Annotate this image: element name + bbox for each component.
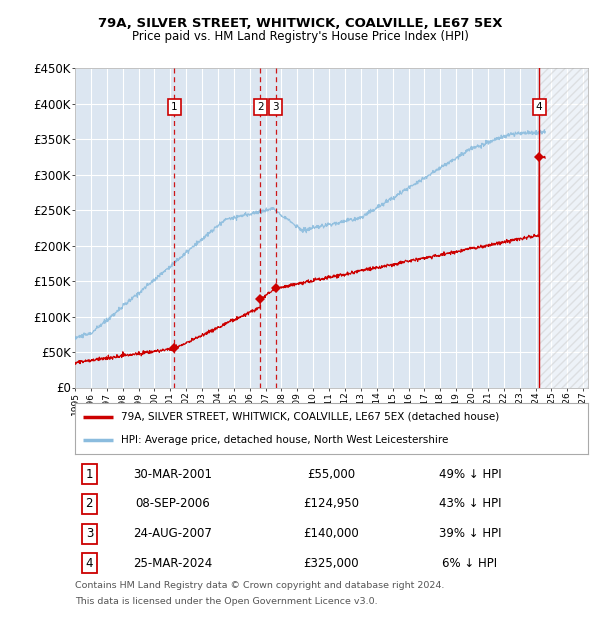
Text: 39% ↓ HPI: 39% ↓ HPI xyxy=(439,527,501,540)
Text: 3: 3 xyxy=(86,527,93,540)
Text: 08-SEP-2006: 08-SEP-2006 xyxy=(135,497,210,510)
Text: £124,950: £124,950 xyxy=(304,497,359,510)
Text: £140,000: £140,000 xyxy=(304,527,359,540)
Text: Price paid vs. HM Land Registry's House Price Index (HPI): Price paid vs. HM Land Registry's House … xyxy=(131,30,469,43)
Text: 43% ↓ HPI: 43% ↓ HPI xyxy=(439,497,501,510)
Text: 4: 4 xyxy=(86,557,93,570)
Text: Contains HM Land Registry data © Crown copyright and database right 2024.: Contains HM Land Registry data © Crown c… xyxy=(75,581,445,590)
Text: 4: 4 xyxy=(536,102,542,112)
Text: 1: 1 xyxy=(171,102,178,112)
Text: £55,000: £55,000 xyxy=(307,467,356,481)
Text: £325,000: £325,000 xyxy=(304,557,359,570)
Text: 3: 3 xyxy=(272,102,279,112)
Text: HPI: Average price, detached house, North West Leicestershire: HPI: Average price, detached house, Nort… xyxy=(121,435,449,445)
Text: 79A, SILVER STREET, WHITWICK, COALVILLE, LE67 5EX: 79A, SILVER STREET, WHITWICK, COALVILLE,… xyxy=(98,17,502,30)
Text: 6% ↓ HPI: 6% ↓ HPI xyxy=(442,557,497,570)
Text: 24-AUG-2007: 24-AUG-2007 xyxy=(133,527,212,540)
Text: 2: 2 xyxy=(86,497,93,510)
Bar xyxy=(539,68,588,388)
Text: 25-MAR-2024: 25-MAR-2024 xyxy=(133,557,212,570)
Text: 49% ↓ HPI: 49% ↓ HPI xyxy=(439,467,502,481)
Text: 30-MAR-2001: 30-MAR-2001 xyxy=(133,467,212,481)
Text: 2: 2 xyxy=(257,102,263,112)
Text: 1: 1 xyxy=(86,467,93,481)
Text: This data is licensed under the Open Government Licence v3.0.: This data is licensed under the Open Gov… xyxy=(75,597,377,606)
Text: 79A, SILVER STREET, WHITWICK, COALVILLE, LE67 5EX (detached house): 79A, SILVER STREET, WHITWICK, COALVILLE,… xyxy=(121,412,499,422)
